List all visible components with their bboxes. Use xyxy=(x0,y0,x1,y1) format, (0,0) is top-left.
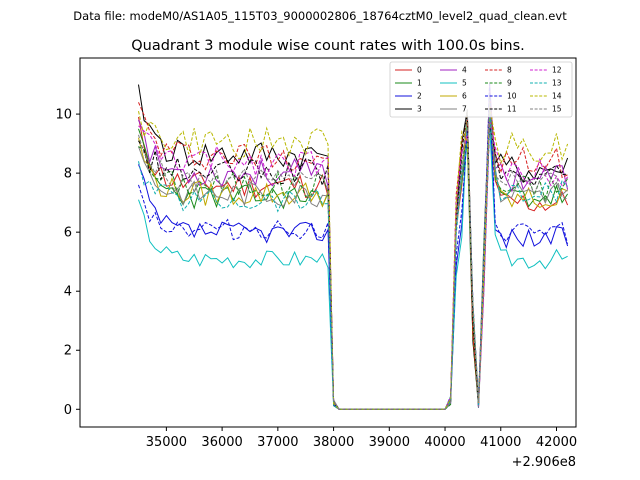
y-tick-label: 0 xyxy=(64,403,72,418)
plot-area-frame xyxy=(79,57,577,428)
series-line-2 xyxy=(138,96,569,410)
y-tick-label: 10 xyxy=(55,108,72,123)
x-axis-offset-label: +2.906e8 xyxy=(512,455,576,470)
series-line-10 xyxy=(138,83,569,410)
x-tick-label: 40000 xyxy=(424,435,465,450)
y-tick-label: 6 xyxy=(64,226,72,241)
x-axis: 35000 36000 37000 38000 39000 40000 41000 42000 xyxy=(146,427,577,450)
x-tick-label: 42000 xyxy=(536,435,577,450)
legend-label: 6 xyxy=(462,92,467,101)
x-tick-label: 37000 xyxy=(257,435,298,450)
series-line-9 xyxy=(138,94,569,410)
series-line-11 xyxy=(138,113,568,410)
series-line-8 xyxy=(138,97,568,410)
legend-label: 14 xyxy=(552,92,562,101)
x-tick-label: 36000 xyxy=(201,435,242,450)
y-tick-label: 4 xyxy=(64,285,72,300)
chart-title: Quadrant 3 module wise count rates with … xyxy=(131,38,525,54)
series-line-15 xyxy=(138,99,568,410)
x-tick-label: 35000 xyxy=(146,435,187,450)
legend-label: 9 xyxy=(507,79,512,88)
series-line-6 xyxy=(138,112,568,410)
chart-suptitle: Data file: modeM0/AS1A05_115T03_90000028… xyxy=(73,9,567,23)
legend-label: 8 xyxy=(507,66,512,75)
series-line-14 xyxy=(138,105,569,410)
series-line-3 xyxy=(138,84,569,410)
legend-label: 4 xyxy=(462,66,467,75)
y-tick-label: 8 xyxy=(64,167,72,182)
legend-label: 10 xyxy=(507,92,517,101)
legend-label: 13 xyxy=(552,79,562,88)
legend-label: 5 xyxy=(462,79,467,88)
series-layer xyxy=(138,82,569,410)
legend-label: 2 xyxy=(417,92,422,101)
legend-box xyxy=(389,61,573,118)
x-tick-label: 39000 xyxy=(369,435,410,450)
legend-label: 12 xyxy=(552,66,562,75)
series-line-4 xyxy=(138,82,569,410)
y-tick-label: 2 xyxy=(64,344,72,359)
legend-label: 1 xyxy=(417,79,422,88)
legend-label: 11 xyxy=(507,105,517,114)
legend-label: 0 xyxy=(417,66,422,75)
legend-label: 15 xyxy=(552,105,562,114)
legend-label: 7 xyxy=(462,105,467,114)
x-tick-label: 41000 xyxy=(480,435,521,450)
x-tick-label: 38000 xyxy=(313,435,354,450)
legend-label: 3 xyxy=(417,105,422,114)
y-axis: 0 2 4 6 8 10 xyxy=(55,108,80,418)
